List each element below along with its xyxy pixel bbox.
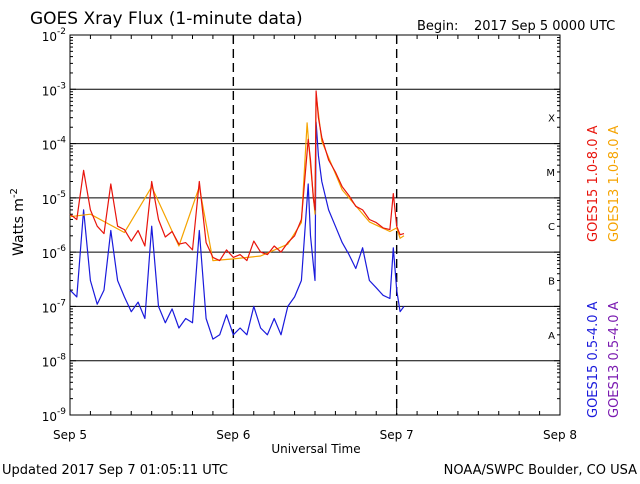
y-tick-label-base: 10	[42, 84, 57, 98]
flare-class-label: X	[548, 114, 555, 125]
y-tick-label-exp: -5	[57, 190, 66, 200]
series-line-1	[69, 93, 405, 262]
y-tick-label: 10-7	[42, 298, 66, 315]
flare-class-label: A	[548, 331, 555, 342]
y-tick-label: 10-8	[42, 353, 67, 370]
y-axis-label-text: Watts m	[11, 198, 27, 256]
y-tick-label: 10-5	[42, 190, 66, 207]
y-tick-label-exp: -8	[57, 353, 66, 363]
flare-class-label: M	[546, 168, 555, 179]
y-tick-label-base: 10	[42, 356, 57, 370]
y-tick-label-base: 10	[42, 139, 57, 153]
y-tick-label-exp: -3	[57, 81, 66, 91]
x-tick-label: Sep 7	[380, 428, 414, 442]
y-tick-label: 10-2	[42, 27, 66, 44]
y-tick-label-exp: -6	[57, 244, 66, 254]
y-tick-label-base: 10	[42, 247, 57, 261]
y-axis: 10-210-310-410-510-610-710-810-9	[42, 27, 560, 424]
updated-timestamp: Updated 2017 Sep 7 01:05:11 UTC	[2, 463, 228, 478]
x-axis-label: Universal Time	[271, 442, 360, 456]
y-tick-label: 10-3	[42, 81, 66, 98]
credit-text: NOAA/SWPC Boulder, CO USA	[444, 463, 637, 478]
legend-goes13-short: GOES13 0.5-4.0 A	[607, 301, 622, 418]
legend-goes15-short: GOES15 0.5-4.0 A	[586, 301, 601, 418]
legend-goes13-long: GOES13 1.0-8.0 A	[607, 125, 622, 242]
series-line-0	[69, 90, 405, 262]
x-axis: Sep 5 Sep 6 Sep 7 Sep 8	[53, 35, 577, 442]
y-tick-label: 10-9	[42, 407, 67, 424]
y-tick-label-exp: -2	[57, 27, 66, 37]
y-axis-label-exp: -2	[9, 188, 20, 198]
y-tick-label: 10-6	[42, 244, 67, 261]
flare-class-label: C	[548, 222, 555, 233]
y-tick-label: 10-4	[42, 136, 67, 153]
y-tick-label-base: 10	[42, 301, 57, 315]
begin-value: 2017 Sep 5 0000 UTC	[474, 19, 615, 34]
y-tick-label-base: 10	[42, 193, 57, 207]
begin-label: Begin:	[417, 19, 458, 34]
series-layer	[69, 90, 405, 340]
flare-class-label: B	[548, 277, 555, 288]
x-tick-label: Sep 5	[53, 428, 87, 442]
series-line-2	[69, 121, 405, 340]
y-axis-label: Watts m-2	[9, 188, 27, 256]
legend-goes15-long: GOES15 1.0-8.0 A	[586, 125, 601, 242]
y-tick-label-exp: -7	[57, 298, 66, 308]
flare-class-labels: X M C B A	[546, 114, 555, 342]
y-tick-label-base: 10	[42, 30, 57, 44]
y-tick-label-exp: -4	[57, 136, 66, 146]
y-tick-label-base: 10	[42, 410, 57, 424]
x-tick-label: Sep 6	[216, 428, 250, 442]
x-tick-label: Sep 8	[543, 428, 577, 442]
y-tick-label-exp: -9	[57, 407, 66, 417]
chart-title: GOES Xray Flux (1-minute data)	[30, 9, 303, 29]
